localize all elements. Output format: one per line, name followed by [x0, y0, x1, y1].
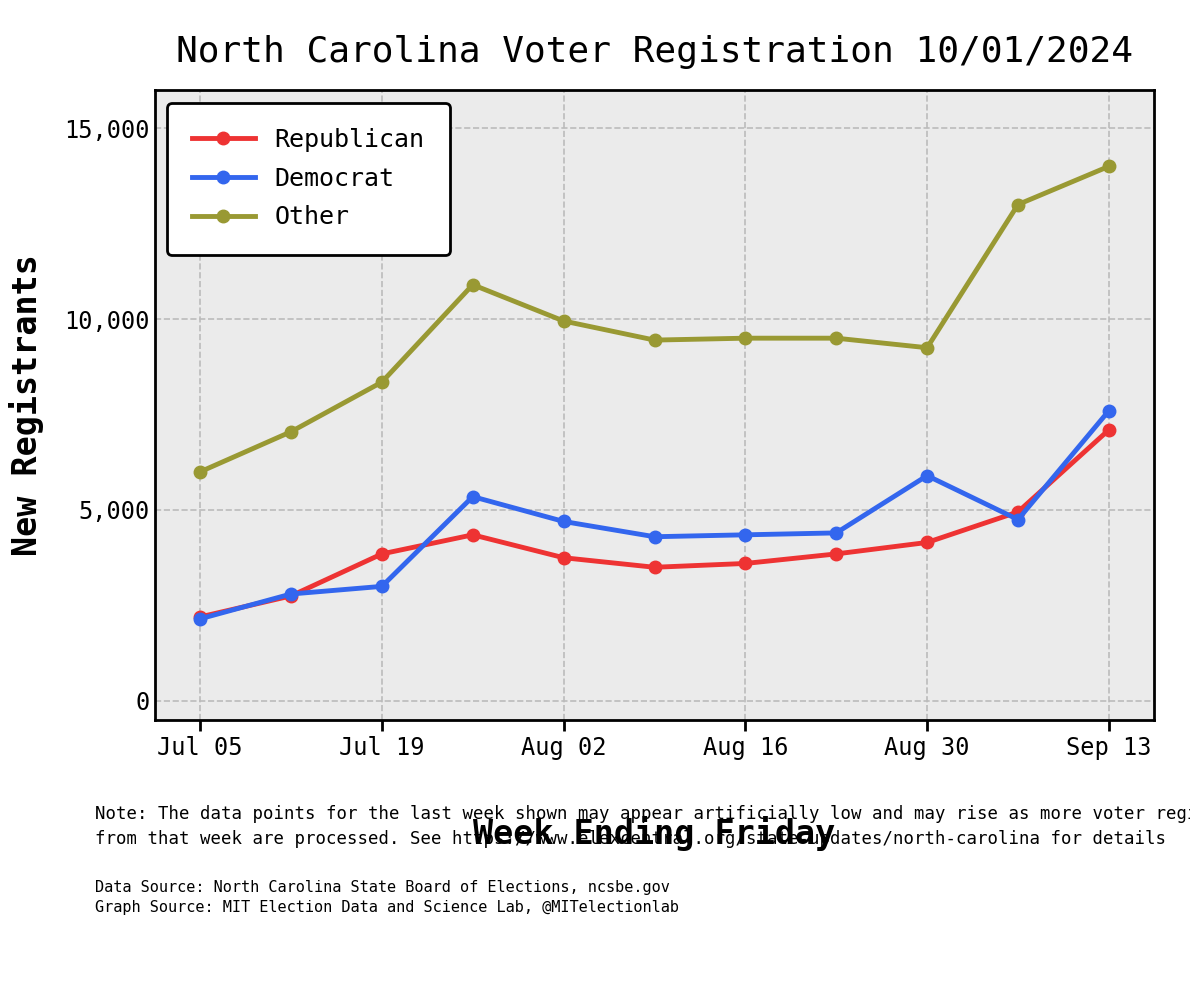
Text: Graph Source: MIT Election Data and Science Lab, @MITelectionlab: Graph Source: MIT Election Data and Scie…: [95, 900, 679, 915]
Democrat: [284, 588, 299, 600]
X-axis label: Week Ending Friday: Week Ending Friday: [474, 816, 835, 851]
Democrat: [465, 491, 480, 503]
Y-axis label: New Registrants: New Registrants: [8, 254, 44, 556]
Republican: [1010, 506, 1025, 518]
Democrat: [647, 531, 662, 543]
Text: Note: The data points for the last week shown may appear artificially low and ma: Note: The data points for the last week …: [95, 805, 1190, 823]
Democrat: [920, 470, 934, 482]
Republican: [284, 590, 299, 602]
Democrat: [829, 527, 844, 539]
Republican: [920, 536, 934, 548]
Democrat: [193, 613, 207, 625]
Other: [465, 279, 480, 291]
Line: Democrat: Democrat: [194, 404, 1115, 625]
Other: [647, 334, 662, 346]
Democrat: [1102, 405, 1116, 417]
Republican: [465, 529, 480, 541]
Legend: Republican, Democrat, Other: Republican, Democrat, Other: [168, 103, 450, 254]
Text: from that week are processed. See https://www.elexcentral.org/state-updates/nort: from that week are processed. See https:…: [95, 830, 1166, 848]
Line: Other: Other: [194, 160, 1115, 478]
Republican: [829, 548, 844, 560]
Other: [557, 315, 571, 327]
Republican: [375, 548, 389, 560]
Title: North Carolina Voter Registration 10/01/2024: North Carolina Voter Registration 10/01/…: [176, 35, 1133, 69]
Other: [284, 426, 299, 438]
Other: [829, 332, 844, 344]
Democrat: [375, 580, 389, 592]
Other: [1010, 199, 1025, 211]
Text: Data Source: North Carolina State Board of Elections, ncsbe.gov: Data Source: North Carolina State Board …: [95, 880, 670, 895]
Republican: [1102, 424, 1116, 436]
Other: [1102, 160, 1116, 172]
Republican: [738, 557, 752, 569]
Other: [738, 332, 752, 344]
Republican: [647, 561, 662, 573]
Democrat: [1010, 514, 1025, 526]
Other: [375, 376, 389, 388]
Line: Republican: Republican: [194, 424, 1115, 623]
Republican: [557, 552, 571, 564]
Democrat: [738, 529, 752, 541]
Republican: [193, 611, 207, 623]
Other: [920, 342, 934, 354]
Democrat: [557, 515, 571, 527]
Other: [193, 466, 207, 478]
